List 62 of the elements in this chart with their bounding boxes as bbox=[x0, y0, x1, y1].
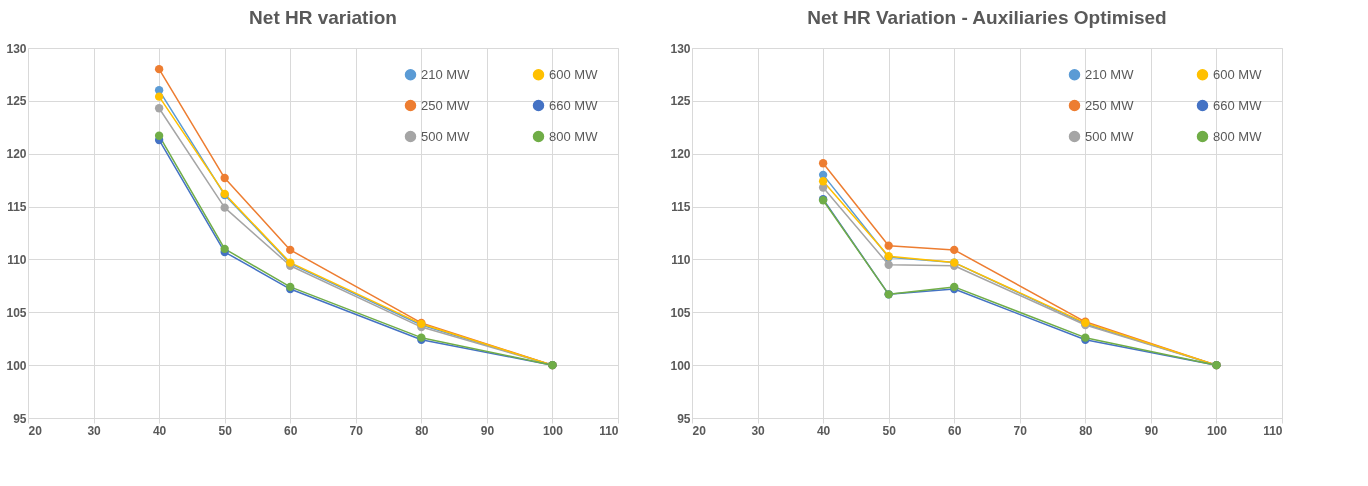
x-tick-label: 50 bbox=[218, 423, 233, 438]
y-tick-label: 110 bbox=[671, 252, 691, 267]
y-tick-label: 125 bbox=[6, 94, 27, 109]
y-tick-label: 130 bbox=[670, 41, 691, 56]
y-tick-label: 130 bbox=[6, 41, 27, 56]
point bbox=[154, 104, 164, 113]
x-tick-label: 30 bbox=[87, 423, 102, 438]
point bbox=[154, 131, 164, 140]
legend-label: 250 MW bbox=[1085, 97, 1135, 113]
legend-label: 500 MW bbox=[421, 128, 471, 144]
y-tick-label: 120 bbox=[670, 147, 691, 162]
y-tick-label: 115 bbox=[7, 200, 27, 215]
point bbox=[884, 260, 893, 269]
x-tick-label: 50 bbox=[882, 423, 897, 438]
point bbox=[286, 245, 295, 255]
y-tick-label: 115 bbox=[671, 200, 691, 215]
point bbox=[818, 177, 828, 186]
chart-title: Net HR variation bbox=[249, 7, 397, 28]
point bbox=[154, 64, 164, 74]
x-tick-label: 60 bbox=[284, 423, 298, 438]
legend-label: 600 MW bbox=[549, 66, 599, 82]
legend-label: 660 MW bbox=[1213, 97, 1263, 113]
x-tick-label: 70 bbox=[349, 423, 364, 438]
point bbox=[884, 241, 893, 250]
x-tick-label: 20 bbox=[28, 423, 43, 438]
point bbox=[220, 203, 229, 212]
point bbox=[154, 92, 164, 101]
legend-label: 800 MW bbox=[549, 128, 599, 144]
x-tick-label: 30 bbox=[751, 423, 766, 438]
x-tick-label: 40 bbox=[816, 423, 831, 438]
legend-label: 250 MW bbox=[421, 97, 471, 113]
x-tick-label: 80 bbox=[1079, 423, 1093, 438]
y-tick-label: 95 bbox=[677, 411, 691, 426]
x-tick-label: 90 bbox=[1144, 423, 1159, 438]
point bbox=[220, 173, 229, 183]
y-tick-label: 105 bbox=[670, 305, 691, 320]
x-tick-label: 110 bbox=[1263, 423, 1283, 438]
x-tick-label: 60 bbox=[948, 423, 962, 438]
y-tick-label: 100 bbox=[6, 358, 27, 373]
y-tick-label: 125 bbox=[670, 94, 691, 109]
point bbox=[950, 245, 959, 255]
x-tick-label: 80 bbox=[415, 423, 429, 438]
y-tick-label: 110 bbox=[7, 252, 27, 267]
x-tick-label: 20 bbox=[692, 423, 707, 438]
y-tick-label: 95 bbox=[13, 411, 27, 426]
point bbox=[818, 159, 828, 168]
y-tick-label: 105 bbox=[6, 305, 27, 320]
legend-label: 800 MW bbox=[1213, 128, 1263, 144]
legend-label: 500 MW bbox=[1085, 128, 1135, 144]
legend-label: 210 MW bbox=[1085, 66, 1135, 82]
legend-label: 210 MW bbox=[421, 66, 471, 82]
chart-title: Net HR Variation - Auxiliaries Optimised bbox=[807, 7, 1167, 28]
x-tick-label: 90 bbox=[480, 423, 495, 438]
y-tick-label: 120 bbox=[6, 147, 27, 162]
y-tick-label: 100 bbox=[670, 358, 691, 373]
x-tick-label: 40 bbox=[152, 423, 167, 438]
x-tick-label: 70 bbox=[1013, 423, 1028, 438]
x-tick-label: 110 bbox=[599, 423, 619, 438]
x-tick-label: 100 bbox=[542, 423, 564, 438]
x-tick-label: 100 bbox=[1206, 423, 1228, 438]
legend-label: 660 MW bbox=[549, 97, 599, 113]
legend-label: 600 MW bbox=[1213, 66, 1263, 82]
